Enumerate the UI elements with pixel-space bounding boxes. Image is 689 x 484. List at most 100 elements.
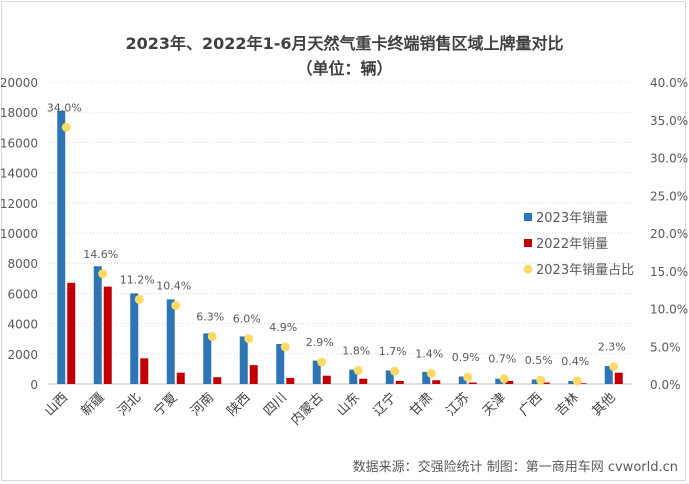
share-point-8 (353, 365, 363, 375)
share-labels: 34.0% 14.6%11.2% 10.4% 6.3% 6.0% 4.9% 2.9% 1.8%… (47, 101, 626, 368)
bar-2022-2 (140, 358, 149, 384)
bar-2022-11 (468, 382, 477, 384)
bar-2022-4 (213, 377, 222, 384)
right-tick-label: 20.0% (650, 227, 688, 241)
share-label: 2.9% (306, 336, 334, 349)
right-tick-label: 40.0% (650, 76, 688, 90)
bar-2023-12 (495, 378, 504, 384)
category-label: 山西 (42, 390, 71, 419)
bar-2023-4 (203, 333, 212, 384)
bar-2023-5 (239, 336, 248, 384)
category-label: 新疆 (78, 390, 108, 420)
share-label: 11.2% (120, 273, 155, 286)
bar-2022-0 (67, 282, 76, 384)
legend-label-2023: 2023年销量 (536, 211, 608, 226)
bar-2022-12 (505, 380, 514, 384)
legend-label-share: 2023年销量占比 (536, 263, 634, 278)
left-tick-label: 12000 (0, 197, 38, 211)
category-label: 四川 (261, 390, 290, 419)
chart-subtitle: （单位：辆） (296, 59, 393, 78)
right-tick-label: 25.0% (650, 189, 688, 203)
bar-2022-1 (103, 286, 112, 384)
category-label: 江苏 (443, 390, 473, 420)
share-point-12 (499, 374, 509, 384)
category-label: 宁夏 (151, 390, 181, 420)
share-label: 1.8% (342, 344, 370, 357)
category-label: 甘肃 (407, 390, 436, 419)
share-point-9 (390, 366, 400, 376)
bar-2022-10 (432, 380, 441, 384)
bar-2022-8 (359, 378, 368, 384)
share-label: 2.3% (598, 341, 626, 354)
share-point-11 (463, 372, 473, 382)
category-label: 其他 (590, 390, 619, 419)
left-tick-label: 2000 (7, 348, 38, 362)
share-label: 0.7% (488, 353, 516, 366)
bar-2022-6 (286, 377, 295, 384)
legend-swatch-2022 (524, 239, 532, 247)
bar-2023-3 (166, 299, 175, 384)
right-tick-label: 30.0% (650, 152, 688, 166)
source-note: 数据来源：交强险统计 制图：第一商用车网 cvworld.cn (352, 460, 678, 475)
left-tick-label: 16000 (0, 136, 38, 150)
category-label: 吉林 (553, 390, 582, 419)
category-label: 河南 (187, 390, 217, 420)
right-tick-label: 5.0% (650, 340, 681, 354)
share-point-1 (98, 269, 108, 279)
bar-2022-7 (322, 375, 331, 384)
share-point-6 (280, 342, 290, 352)
bar-2023-7 (312, 360, 321, 384)
bar-2022-15 (614, 372, 623, 384)
share-point-5 (244, 334, 254, 344)
left-axis-ticks: 0 2000 4000 6000 8000 10000 12000 14000 16000 180… (0, 76, 38, 392)
category-label: 山东 (334, 390, 363, 419)
share-label: 6.3% (196, 310, 224, 323)
right-tick-label: 10.0% (650, 303, 688, 317)
right-tick-label: 35.0% (650, 114, 688, 128)
bar-2022-5 (249, 365, 258, 384)
category-label: 辽宁 (370, 390, 400, 420)
share-label: 6.0% (233, 313, 261, 326)
bar-2022-13 (541, 382, 550, 384)
bar-2022-9 (395, 380, 404, 384)
legend: 2023年销量 2022年销量 2023年销量占比 (523, 211, 634, 278)
bar-2023-2 (130, 293, 139, 384)
bar-2023-6 (276, 343, 285, 384)
bar-2023-15 (604, 365, 613, 384)
share-points (61, 122, 619, 386)
share-point-2 (134, 294, 144, 304)
share-point-15 (609, 362, 619, 372)
right-tick-label: 15.0% (650, 265, 688, 279)
legend-swatch-2023 (524, 213, 532, 221)
bar-2022-14 (578, 383, 587, 384)
legend-label-2022: 2022年销量 (536, 237, 608, 252)
share-label: 1.4% (415, 347, 443, 360)
left-tick-label: 18000 (0, 106, 38, 120)
share-label: 1.7% (379, 345, 407, 358)
share-point-10 (426, 368, 436, 378)
share-label: 0.4% (561, 355, 589, 368)
bar-2023-13 (531, 379, 540, 384)
bar-2023-11 (458, 376, 467, 384)
grid-lines (48, 81, 632, 385)
left-tick-label: 0 (30, 378, 38, 392)
share-point-0 (61, 122, 71, 132)
category-label: 河北 (115, 390, 144, 419)
category-label: 内蒙古 (288, 390, 327, 429)
right-tick-label: 0.0% (650, 378, 681, 392)
share-label: 0.5% (525, 354, 553, 367)
left-tick-label: 4000 (7, 318, 38, 332)
share-label: 0.9% (452, 351, 480, 364)
share-point-14 (572, 376, 582, 386)
share-point-7 (317, 357, 327, 367)
left-tick-label: 14000 (0, 167, 38, 181)
left-tick-label: 8000 (7, 257, 38, 271)
bar-2022-3 (176, 372, 185, 384)
category-label: 天津 (480, 390, 509, 419)
share-label: 14.6% (83, 248, 118, 261)
chart-title: 2023年、2022年1-6月天然气重卡终端销售区域上牌量对比 (125, 34, 564, 53)
left-tick-label: 6000 (7, 287, 38, 301)
bar-2023-8 (349, 369, 358, 384)
